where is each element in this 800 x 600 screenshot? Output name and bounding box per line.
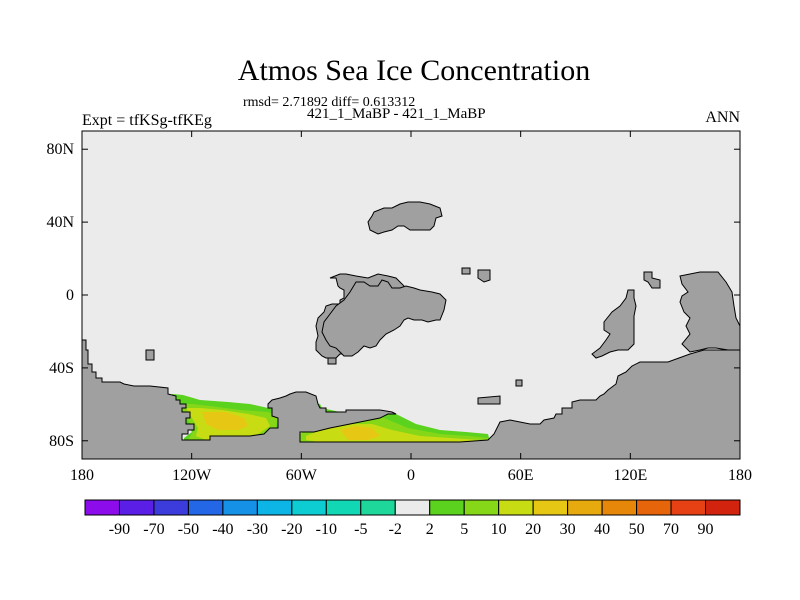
- colorbar-label: -20: [281, 521, 302, 538]
- chart-title: Atmos Sea Ice Concentration: [237, 54, 591, 87]
- colorbar: -90 -70 -50 -40 -30 -20 -10 -5 -2 2 5 10 20 30 40 50 70 9…: [84, 499, 741, 538]
- island-south-atlantic: [145, 349, 155, 361]
- colorbar-label: 2: [426, 521, 434, 538]
- colorbar-swatch: [291, 499, 327, 516]
- season-label: ANN: [705, 109, 740, 126]
- colorbar-swatch: [532, 499, 569, 516]
- island-indian-ocean: [515, 379, 523, 387]
- colorbar-label: -70: [143, 521, 164, 538]
- x-tick-label: 180: [728, 467, 752, 484]
- colorbar-swatch: [636, 499, 672, 516]
- colorbar-swatch: [325, 499, 362, 516]
- colorbar-swatch: [187, 499, 224, 516]
- y-tick-label: 40N: [46, 214, 74, 231]
- colorbar-swatch: [601, 499, 638, 516]
- colorbar-label: 90: [698, 521, 714, 538]
- stats-line: rmsd= 2.71892 diff= 0.613312: [243, 95, 416, 110]
- colorbar-label: -40: [212, 521, 233, 538]
- africa: [321, 279, 447, 357]
- island-pacific-2: [477, 269, 491, 283]
- colorbar-label: 70: [663, 521, 679, 538]
- colorbar-swatch: [256, 499, 293, 516]
- colorbar-swatch: [394, 499, 431, 516]
- sea-ice-field-west: [172, 394, 282, 443]
- colorbar-label: 5: [460, 521, 468, 538]
- chart-subtitle: 421_1_MaBP - 421_1_MaBP: [307, 106, 486, 122]
- colorbar-swatch: [498, 499, 534, 516]
- colorbar-swatch: [429, 499, 465, 516]
- colorbar-swatch: [670, 499, 707, 516]
- x-tick-label: 60E: [508, 467, 534, 484]
- x-tick-label: 120E: [613, 467, 647, 484]
- y-tick-label: 80S: [49, 433, 74, 450]
- antarctica-and-southern-land: [82, 339, 740, 459]
- colorbar-label: -50: [178, 521, 199, 538]
- colorbar-label: 40: [594, 521, 610, 538]
- colorbar-swatch: [705, 499, 741, 516]
- colorbar-label: 50: [629, 521, 645, 538]
- colorbar-label: -2: [389, 521, 402, 538]
- colorbar-label: -30: [247, 521, 268, 538]
- axis-layer: 180 120W 60W 0 60E 120E 180 80N 40N 0 40S 80S: [46, 131, 752, 484]
- colorbar-swatch: [118, 499, 155, 516]
- india-region: [591, 289, 637, 359]
- x-tick-label: 180: [70, 467, 94, 484]
- x-tick-label: 0: [407, 467, 415, 484]
- y-tick-label: 40S: [49, 360, 74, 377]
- island-asia: [643, 271, 661, 289]
- colorbar-label: 10: [491, 521, 507, 538]
- colorbar-label: 20: [525, 521, 541, 538]
- x-tick-label: 60W: [286, 467, 318, 484]
- x-tick-label: 120W: [172, 467, 212, 484]
- y-tick-label: 80N: [46, 141, 74, 158]
- experiment-label: Expt = tfKSg-tfKEg: [82, 112, 212, 129]
- africa-eurasia-block: [367, 201, 443, 235]
- colorbar-label: -5: [354, 521, 367, 538]
- island-sub-antarctic: [477, 395, 501, 405]
- colorbar-label: -10: [316, 521, 337, 538]
- colorbar-label: 30: [560, 521, 576, 538]
- colorbar-swatch: [360, 499, 396, 516]
- colorbar-swatch: [84, 499, 120, 516]
- colorbar-swatch: [463, 499, 500, 516]
- colorbar-swatch: [567, 499, 603, 516]
- asia-east: [679, 271, 740, 353]
- island-south-pacific: [327, 357, 337, 365]
- colorbar-swatch: [153, 499, 189, 516]
- colorbar-swatch: [222, 499, 258, 516]
- y-tick-label: 0: [66, 287, 74, 304]
- island-pacific: [461, 267, 471, 275]
- colorbar-label: -90: [109, 521, 130, 538]
